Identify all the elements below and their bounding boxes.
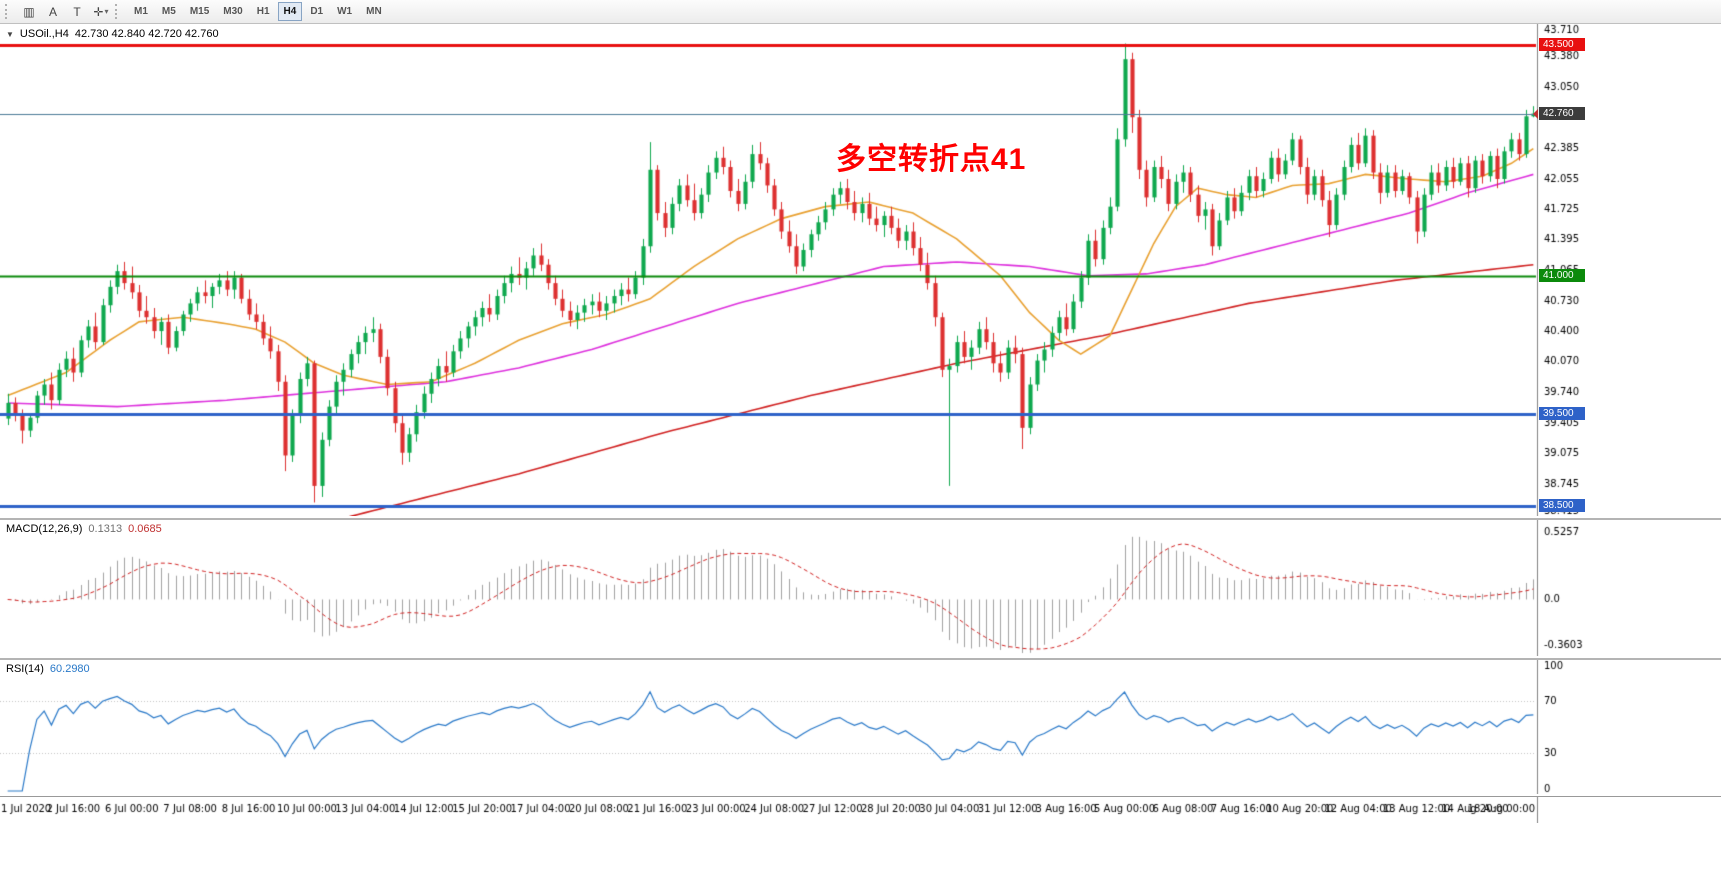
ohlc-readout: 42.730 42.840 42.720 42.760 bbox=[74, 28, 219, 40]
rsi-value: 60.2980 bbox=[49, 663, 90, 675]
toolbar-chart-window-button[interactable]: ▥ bbox=[17, 1, 41, 23]
rsi-canvas[interactable] bbox=[0, 660, 1721, 794]
timeframe-mn-button[interactable]: MN bbox=[366, 6, 382, 17]
hline-price-tag: 38.500 bbox=[1539, 499, 1585, 512]
chart-annotation-text: 多空转折点41 bbox=[836, 143, 1027, 176]
time-axis-canvas[interactable] bbox=[0, 797, 1721, 823]
macd-name: MACD(12,26,9) bbox=[6, 523, 83, 535]
toolbar-tools: ▥ A T ✛ ▾ bbox=[17, 1, 113, 23]
main-chart-panel: ▼ USOil.,H4 42.730 42.840 42.720 42.760 … bbox=[0, 24, 1721, 520]
crosshair-icon: ✛ bbox=[93, 4, 104, 19]
collapse-chart-icon[interactable]: ▼ bbox=[6, 29, 14, 39]
timeframe-w1-button[interactable]: W1 bbox=[337, 6, 353, 17]
hline-price-tag: 43.500 bbox=[1539, 38, 1585, 51]
toolbar-grip[interactable] bbox=[115, 4, 123, 19]
symbol-period-label: USOil.,H4 bbox=[19, 28, 69, 40]
hline-price-tag: 39.500 bbox=[1539, 407, 1585, 420]
macd-panel: MACD(12,26,9) 0.1313 0.0685 bbox=[0, 520, 1721, 660]
macd-value-main: 0.1313 bbox=[88, 523, 123, 535]
toolbar-crosshair-button[interactable]: ✛ ▾ bbox=[89, 1, 113, 23]
timeframe-m5-button[interactable]: M5 bbox=[161, 6, 176, 17]
rsi-indicator-label: RSI(14) 60.2980 bbox=[6, 663, 90, 675]
toolbar: ▥ A T ✛ ▾ M1 M5 M15 M30 H1 H4 D1 W1 MN bbox=[0, 0, 1721, 24]
rsi-name: RSI(14) bbox=[6, 663, 44, 675]
toolbar-letter-a-button[interactable]: A bbox=[41, 1, 65, 23]
macd-indicator-label: MACD(12,26,9) 0.1313 0.0685 bbox=[6, 523, 162, 535]
macd-canvas[interactable] bbox=[0, 520, 1721, 656]
time-axis bbox=[0, 797, 1721, 823]
timeframe-m15-button[interactable]: M15 bbox=[189, 6, 210, 17]
macd-value-signal: 0.0685 bbox=[128, 523, 162, 535]
timeframe-d1-button[interactable]: D1 bbox=[310, 6, 324, 17]
timeframe-m30-button[interactable]: M30 bbox=[223, 6, 243, 17]
chart-title: ▼ USOil.,H4 42.730 42.840 42.720 42.760 bbox=[6, 28, 219, 40]
letter-t-icon: T bbox=[73, 4, 81, 19]
rsi-panel: RSI(14) 60.2980 bbox=[0, 660, 1721, 797]
letter-a-icon: A bbox=[48, 4, 57, 19]
hline-price-tag: 41.000 bbox=[1539, 269, 1585, 282]
main-chart-canvas[interactable] bbox=[0, 24, 1721, 516]
timeframe-h4-button[interactable]: H4 bbox=[277, 2, 303, 21]
caret-down-icon: ▾ bbox=[104, 7, 109, 16]
chart-window-icon: ▥ bbox=[23, 4, 35, 19]
window-bottom-space bbox=[0, 823, 1721, 890]
price-pointer-icon bbox=[1533, 109, 1538, 119]
timeframe-h1-button[interactable]: H1 bbox=[256, 6, 270, 17]
current-price-tag: 42.760 bbox=[1533, 107, 1585, 120]
timeframe-m1-button[interactable]: M1 bbox=[134, 6, 148, 17]
toolbar-letter-t-button[interactable]: T bbox=[65, 1, 89, 23]
toolbar-timeframes: M1 M5 M15 M30 H1 H4 D1 W1 MN bbox=[127, 2, 389, 21]
toolbar-grip[interactable] bbox=[5, 4, 13, 19]
